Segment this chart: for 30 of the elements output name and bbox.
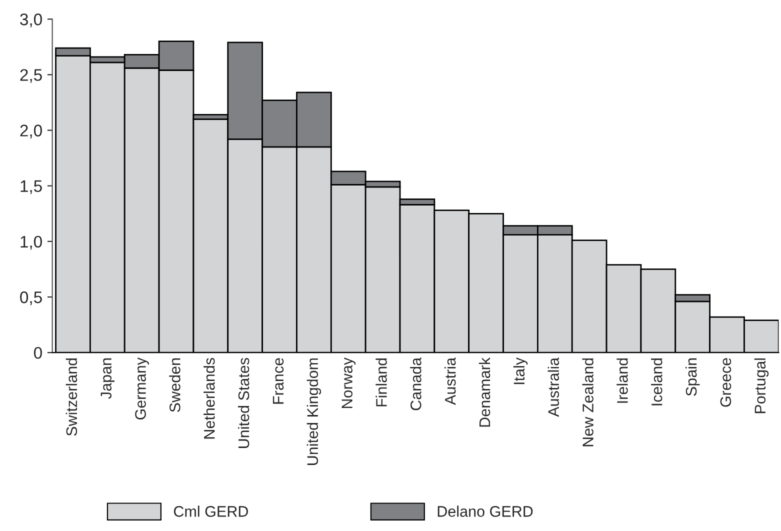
x-tick-label: Japan xyxy=(100,358,115,399)
y-tick-label: 1,5 xyxy=(20,180,42,194)
x-tick-label: Sweden xyxy=(169,358,180,412)
x-tick-label: Germany xyxy=(135,357,149,420)
x-tick-label: Norway xyxy=(342,357,356,408)
x-tick-label: Canada xyxy=(410,357,422,410)
legend-label: Delano GERD xyxy=(438,506,533,517)
x-tick-label: Finland xyxy=(376,358,387,406)
y-tick-label: 0 xyxy=(34,346,42,359)
x-tick-label: Spain xyxy=(685,358,700,396)
x-tick-label: Greece xyxy=(720,358,732,407)
x-tick-label: Iceland xyxy=(651,358,662,406)
y-tick-label: 1,0 xyxy=(20,236,42,250)
x-tick-label: United Kingdom xyxy=(306,358,322,465)
legend-label: Cml GERD xyxy=(174,506,248,517)
x-tick-label: Netherlands xyxy=(204,358,215,439)
x-tick-label: Australia xyxy=(548,357,560,417)
y-tick-label: 2,0 xyxy=(20,124,42,138)
x-tick-label: Austria xyxy=(444,357,456,405)
x-tick-label: Denamark xyxy=(478,357,490,427)
x-tick-label: Ireland xyxy=(616,358,628,403)
y-tick-label: 2,5 xyxy=(20,69,42,83)
x-tick-label: United States xyxy=(238,358,250,448)
x-tick-label: Portugal xyxy=(754,358,769,414)
y-tick-label: 0,5 xyxy=(20,291,42,306)
x-tick-label: France xyxy=(272,358,284,404)
x-tick-label: New Zealand xyxy=(582,358,594,446)
x-tick-label: Italy xyxy=(513,357,528,384)
x-tick-label: Switzerland xyxy=(66,358,78,436)
y-tick-label: 3,0 xyxy=(20,14,42,28)
